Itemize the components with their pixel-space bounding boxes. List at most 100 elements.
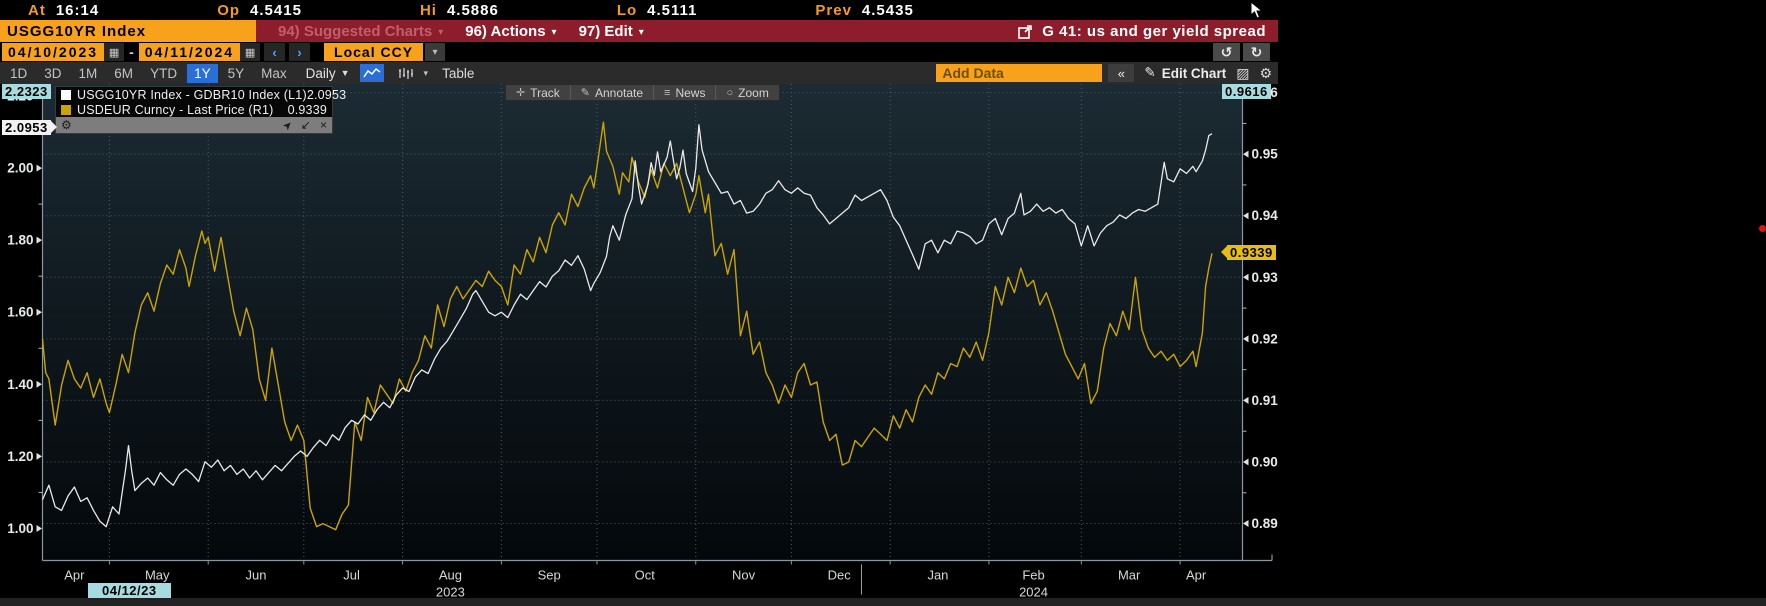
- quote-stat: At 16:14: [28, 2, 99, 19]
- edit-chart-label: Edit Chart: [1161, 65, 1227, 81]
- tool-annotate-button[interactable]: ✎ Annotate: [571, 85, 655, 100]
- collapse-panel-button[interactable]: «: [1108, 64, 1135, 82]
- line-chart-type-button[interactable]: [359, 64, 384, 82]
- quote-stat-value: 4.5886: [446, 1, 499, 19]
- menu-item-label: 94) Suggested Charts: [278, 22, 433, 40]
- price-chart[interactable]: 2.202.001.801.601.401.201.000.960.950.94…: [0, 84, 1278, 606]
- left-axis-tick: [36, 164, 42, 172]
- ticker-field[interactable]: USGG10YR Index: [0, 20, 256, 42]
- legend-row[interactable]: USDEUR Curncy - Last Price (R1) 0.9339: [56, 102, 332, 117]
- add-data-input[interactable]: Add Data: [936, 64, 1103, 82]
- chevron-down-icon[interactable]: ▾: [425, 43, 446, 61]
- table-button[interactable]: Table: [442, 65, 475, 81]
- series-spread-line[interactable]: [41, 124, 1213, 528]
- period-label: Daily: [305, 65, 336, 81]
- range-tabs: 1D 3D 1M 6M YTD 1Y 5Y Max: [0, 63, 294, 83]
- quote-stat: Hi 4.5886: [420, 2, 499, 19]
- menu-item-label: 96) Actions: [465, 22, 546, 40]
- left-axis-tick-label: 1.00: [7, 521, 33, 536]
- bottom-edge-strip: [0, 598, 1766, 606]
- chevron-down-icon: ▾: [551, 26, 557, 38]
- period-dropdown[interactable]: Daily ▼: [306, 66, 350, 81]
- bar-chart-type-button[interactable]: [394, 64, 418, 82]
- news-icon: ≡: [664, 86, 671, 99]
- legend-panel[interactable]: USGG10YR Index - GDBR10 Index (L1) 2.0953…: [55, 86, 346, 134]
- range-tab-1y[interactable]: 1Y: [187, 63, 218, 83]
- right-axis-tick: [1243, 150, 1249, 158]
- right-axis-tick-label: 0.92: [1252, 331, 1278, 346]
- chevron-down-icon[interactable]: ▾: [423, 67, 429, 78]
- left-axis-tick: [36, 236, 42, 244]
- undo-icon[interactable]: ↺: [1213, 43, 1240, 61]
- date-range-bar: 04/10/2023 ▦ - 04/11/2024 ▦ ‹ › Local CC…: [0, 42, 1278, 62]
- date-to-input[interactable]: 04/11/2024: [138, 43, 241, 61]
- range-tab-1m[interactable]: 1M: [78, 65, 98, 81]
- x-axis-month-label: Dec: [828, 568, 852, 583]
- quote-stat-label: Op: [217, 1, 241, 19]
- restore-icon[interactable]: ↙: [300, 118, 311, 132]
- range-tab-max[interactable]: Max: [261, 65, 287, 81]
- right-axis-tick-label: 0.89: [1252, 516, 1278, 531]
- series-swatch: [61, 89, 71, 100]
- x-axis-year-label: 2024: [1019, 585, 1048, 600]
- left-axis-tick-label: 1.20: [7, 449, 33, 464]
- x-axis-month-label: Sep: [538, 568, 561, 583]
- export-icon[interactable]: [1018, 24, 1033, 39]
- left-axis-tick-label: 2.00: [7, 161, 33, 176]
- currency-select[interactable]: Local CCY: [324, 43, 424, 61]
- left-axis-tick-label: 1.40: [7, 377, 33, 392]
- right-axis-tick-label: 0.94: [1252, 208, 1279, 223]
- prev-period-button[interactable]: ‹: [264, 43, 286, 61]
- calendar-icon[interactable]: ▦: [104, 43, 125, 61]
- menu-item-----suggested-charts[interactable]: 94) Suggested Charts ▾: [278, 23, 443, 40]
- tool-news-button[interactable]: ≡ News: [654, 85, 717, 100]
- tool-label: Zoom: [738, 85, 769, 100]
- legend-controls: ⚙ ➤ ↙ ×: [56, 117, 332, 133]
- calendar-icon[interactable]: ▦: [240, 43, 261, 61]
- right-axis-tick: [1243, 520, 1249, 528]
- left-axis-tick-label: 1.60: [7, 305, 33, 320]
- range-tab-3d[interactable]: 3D: [44, 65, 62, 81]
- gear-icon[interactable]: ⚙: [1259, 64, 1272, 81]
- chart-note-icon[interactable]: ▨: [1236, 64, 1250, 81]
- menu-item-----actions[interactable]: 96) Actions ▾: [465, 23, 556, 40]
- legend-series-label: USDEUR Curncy - Last Price (R1): [77, 102, 274, 117]
- redo-icon[interactable]: ↻: [1243, 43, 1270, 61]
- edit-chart-button[interactable]: ✎ Edit Chart: [1144, 65, 1226, 81]
- left-axis-high-tag: 2.2323: [2, 84, 51, 99]
- pin-icon[interactable]: ➤: [280, 117, 296, 133]
- legend-series-value: 2.0953: [306, 87, 347, 102]
- plot-background: [42, 84, 1243, 561]
- x-axis-month-label: Mar: [1118, 568, 1141, 583]
- tool-track-button[interactable]: ✛ Track: [506, 85, 571, 100]
- chart-toolbar: 1D 3D 1M 6M YTD 1Y 5Y Max Daily ▼ ▾ Table Add D…: [0, 62, 1278, 84]
- series-usdeur-line[interactable]: [41, 121, 1213, 531]
- right-axis-high-tag: 0.9616: [1222, 84, 1271, 99]
- right-axis-tick: [1243, 458, 1249, 466]
- legend-row[interactable]: USGG10YR Index - GDBR10 Index (L1) 2.0953: [56, 87, 346, 102]
- right-axis-tick-label: 0.91: [1252, 393, 1279, 408]
- x-axis-month-label: Feb: [1022, 568, 1044, 583]
- quote-stat-value: 4.5435: [861, 1, 914, 19]
- left-axis-tick: [36, 380, 42, 388]
- range-tab-ytd[interactable]: YTD: [150, 65, 178, 81]
- menu-item-----edit[interactable]: 97) Edit ▾: [579, 23, 644, 40]
- x-axis-month-label: Aug: [439, 568, 462, 583]
- range-tab-5y[interactable]: 5Y: [227, 65, 245, 81]
- x-axis-month-label: Jul: [343, 568, 360, 583]
- tool-zoom-button[interactable]: ○ Zoom: [716, 85, 778, 100]
- gear-icon[interactable]: ⚙: [61, 118, 72, 132]
- right-axis-tick-label: 0.95: [1252, 147, 1279, 162]
- quote-stat: Prev 4.5435: [815, 2, 913, 19]
- next-period-button[interactable]: ›: [289, 43, 311, 61]
- date-from-input[interactable]: 04/10/2023: [2, 43, 105, 61]
- close-icon[interactable]: ×: [319, 118, 327, 132]
- x-axis-month-label: Oct: [635, 568, 656, 583]
- chart-area[interactable]: 2.202.001.801.601.401.201.000.960.950.94…: [0, 84, 1278, 606]
- range-tab-6m[interactable]: 6M: [114, 65, 134, 81]
- range-tab-1d[interactable]: 1D: [10, 65, 28, 81]
- right-axis-tick-label: 0.90: [1252, 454, 1278, 469]
- left-axis-tick-label: 1.80: [7, 233, 33, 248]
- right-axis-tick: [1243, 396, 1249, 404]
